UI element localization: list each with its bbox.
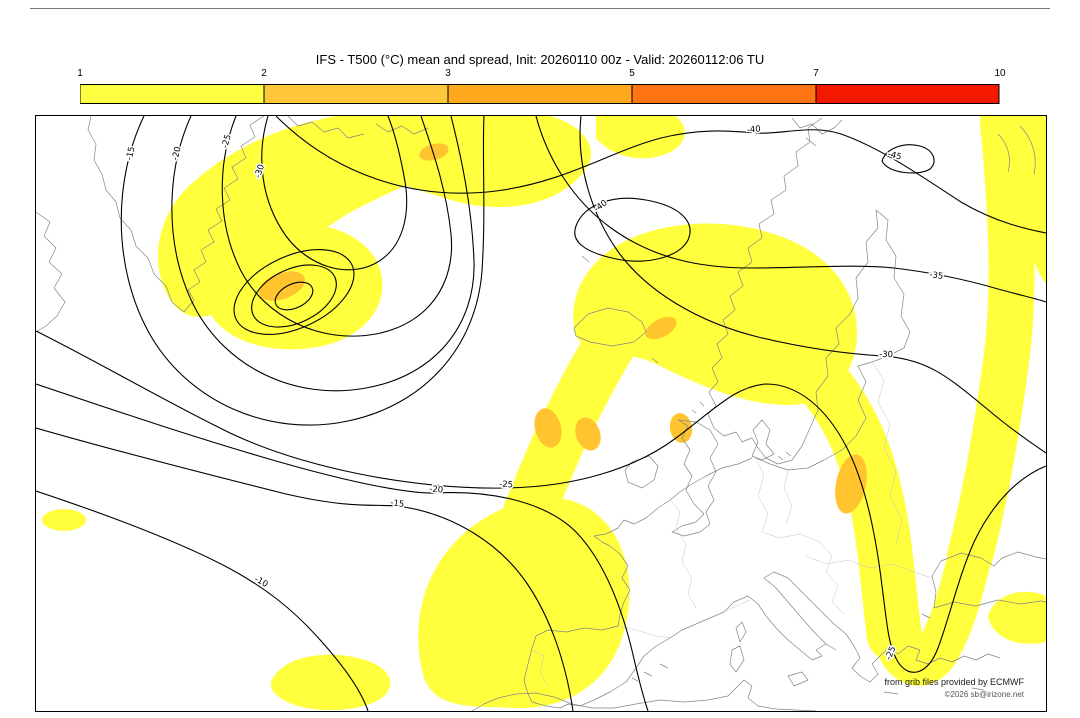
spread-core <box>835 454 867 514</box>
contour-low-sweep-25 <box>221 116 453 337</box>
spread-region <box>270 654 391 711</box>
colorbar-tick-labels: 1 2 3 5 7 10 <box>77 68 1005 81</box>
colorbar-tick: 5 <box>629 68 635 79</box>
coastline-blacksea-africa <box>471 551 1046 711</box>
coastline-greenland-labrador <box>36 116 429 333</box>
spread-band <box>766 326 922 662</box>
contour-label: -45 <box>887 149 903 162</box>
contour-label: -35 <box>929 270 944 282</box>
contour-low-ring-inner <box>274 281 314 311</box>
spread-band <box>947 116 1035 579</box>
contour-minus40-pocket <box>574 197 691 262</box>
contour-label: -20 <box>429 484 444 495</box>
contour-minus10 <box>36 490 369 711</box>
spread-shading-yellow-bands <box>490 116 1035 686</box>
contour-label: -40 <box>746 124 761 135</box>
spread-region <box>336 116 592 208</box>
contour-minus40-top <box>275 116 1046 234</box>
contour-low-sweep-30 <box>261 116 408 271</box>
top-divider <box>30 8 1050 9</box>
contour-low-sweep-20 <box>171 116 475 392</box>
spread-band <box>490 240 704 574</box>
spread-shading-orange <box>259 143 867 514</box>
country-borders <box>531 361 933 687</box>
contour-label: -10 <box>252 575 269 590</box>
spread-colorbar <box>80 84 1000 104</box>
spread-region <box>988 591 1046 644</box>
spread-core <box>669 413 693 443</box>
contour-minus20-main <box>36 383 649 711</box>
contour-minus35 <box>535 116 1046 303</box>
contour-minus45-closed <box>881 144 935 174</box>
coastlines <box>36 116 1046 711</box>
colorbar-tick: 3 <box>445 68 451 79</box>
spread-core <box>575 417 601 451</box>
colorbar-tick: 2 <box>261 68 267 79</box>
credit-ecmwf: from grib files provided by ECMWF <box>884 676 1024 687</box>
colorbar-segment <box>631 84 817 104</box>
coastline-british-isles <box>624 401 719 537</box>
coastline-iceland-arctic <box>573 117 1036 364</box>
chart-title: IFS - T500 (°C) mean and spread, Init: 2… <box>315 52 765 67</box>
spread-region <box>42 509 86 531</box>
contour-label: -20 <box>171 146 184 162</box>
contour-minus30 <box>579 116 1046 454</box>
spread-core <box>534 408 562 448</box>
spread-region <box>418 497 630 709</box>
contour-label: -15 <box>125 146 138 162</box>
border-lines <box>531 361 933 687</box>
credits: from grib files provided by ECMWF ©2026 … <box>884 676 1024 702</box>
contour-minus25-main <box>36 330 1046 673</box>
contour-low-sweep-15 <box>120 116 485 426</box>
colorbar-segment <box>263 84 449 104</box>
colorbar-tick: 10 <box>994 68 1006 79</box>
contour-label: -25 <box>499 480 513 491</box>
weather-map: -45 -40 -40 -35 -30 -30 -25 -25 -25 -20 … <box>36 116 1046 711</box>
contour-minus15-main <box>36 427 574 711</box>
credit-copyright: ©2026 sb@irizone.net <box>944 690 1024 699</box>
spread-core <box>645 316 677 340</box>
colorbar-tick: 1 <box>77 68 83 79</box>
colorbar-segment <box>815 84 1000 104</box>
coastline-west-europe-mediterranean <box>523 457 1001 709</box>
spread-region <box>596 116 685 159</box>
contour-low-ring-outer <box>233 249 355 335</box>
colorbar-tick: 7 <box>813 68 819 79</box>
contour-label: -15 <box>390 498 405 510</box>
spread-band <box>872 534 992 686</box>
contour-label: -25 <box>220 133 233 149</box>
spread-core <box>419 143 449 161</box>
colorbar-segment <box>447 84 633 104</box>
colorbar-segment <box>80 84 265 104</box>
contour-label: -30 <box>879 350 893 360</box>
coastline-scandinavia-baltic <box>707 117 911 471</box>
contour-low-ring-mid <box>251 264 337 328</box>
map-frame: -45 -40 -40 -35 -30 -30 -25 -25 -25 -20 … <box>35 115 1047 712</box>
temperature-contours <box>36 116 1046 711</box>
